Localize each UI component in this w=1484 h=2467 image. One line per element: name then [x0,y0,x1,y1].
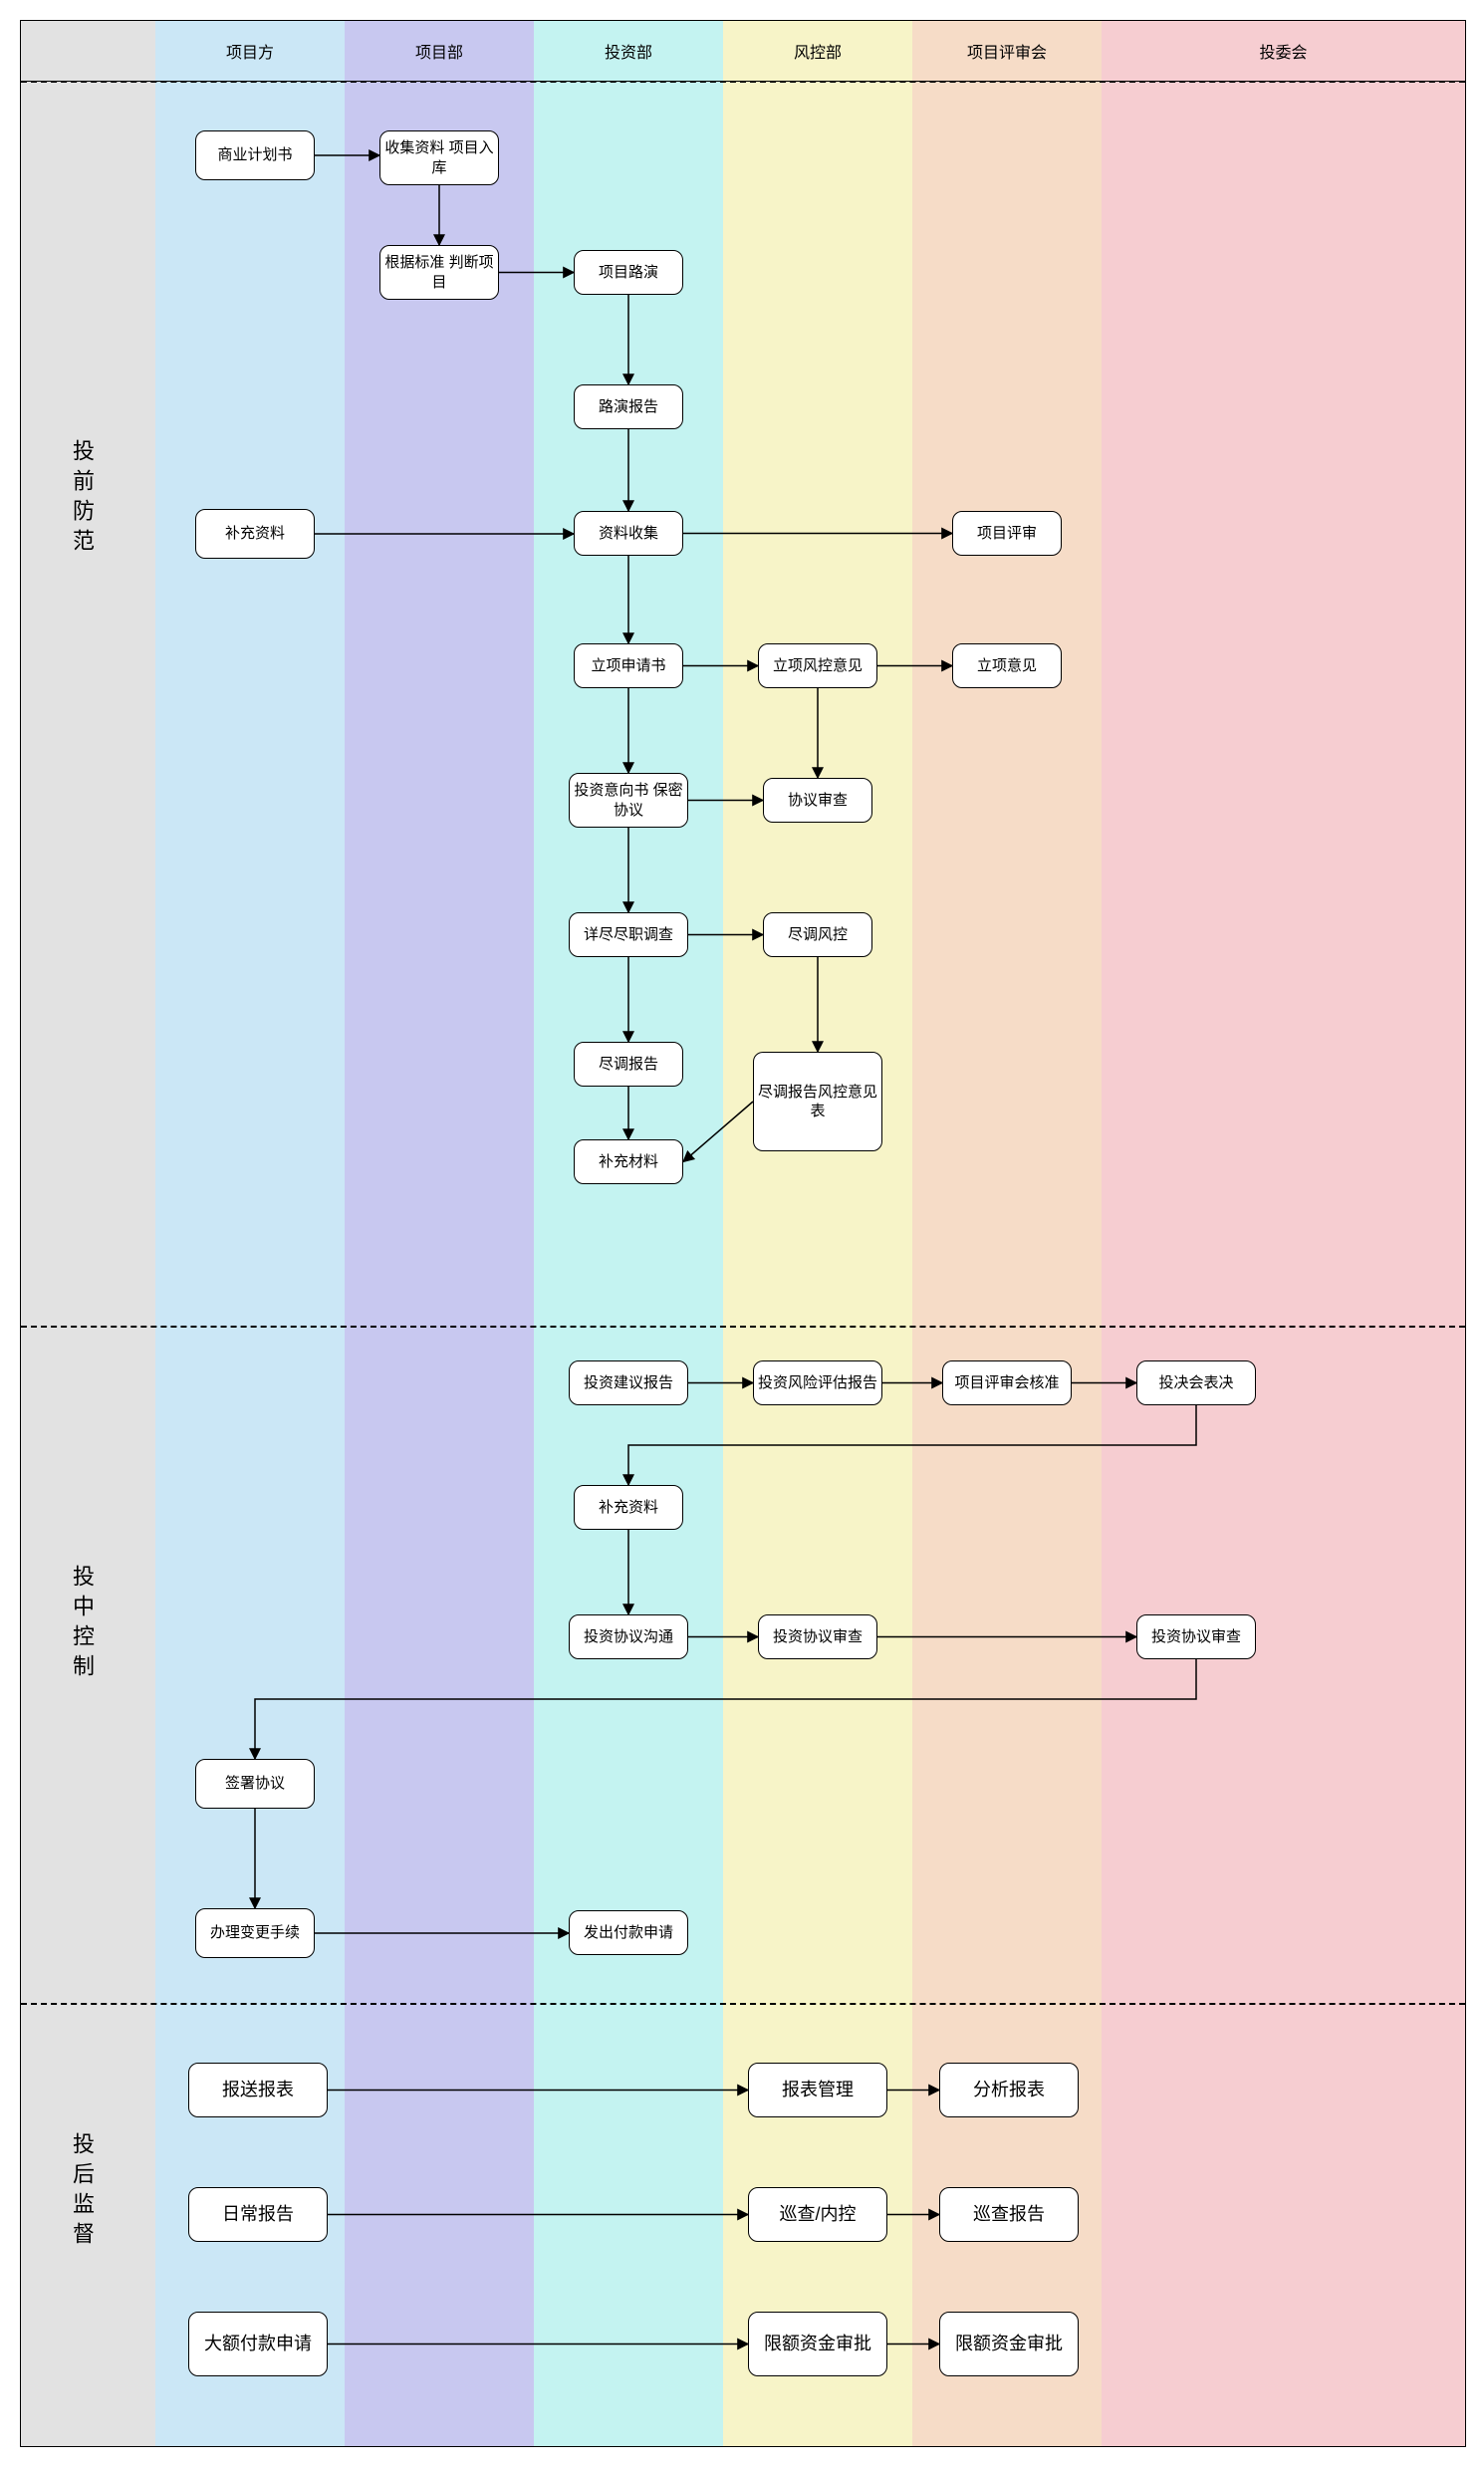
node-n33: 日常报告 [188,2187,328,2242]
node-n19: 投资建议报告 [569,1360,688,1405]
node-n28: 办理变更手续 [195,1908,315,1958]
node-n15: 尽调风控 [763,912,872,957]
node-n22: 投决会表决 [1136,1360,1256,1405]
edge-n17-n18 [683,1102,753,1162]
node-n34: 巡查/内控 [748,2187,887,2242]
node-n23: 补充资料 [574,1485,683,1530]
node-n1: 商业计划书 [195,130,315,180]
node-n31: 报表管理 [748,2063,887,2117]
node-n12: 投资意向书 保密协议 [569,773,688,828]
node-n21: 项目评审会核准 [942,1360,1072,1405]
node-n6: 补充资料 [195,509,315,559]
node-n11: 立项意见 [952,643,1062,688]
node-n18: 补充材料 [574,1139,683,1184]
edge-n26-n27 [255,1659,1196,1759]
node-n37: 限额资金审批 [748,2312,887,2376]
node-n3: 根据标准 判断项目 [379,245,499,300]
node-n20: 投资风险评估报告 [753,1360,882,1405]
node-n7: 资料收集 [574,511,683,556]
edge-n22-n23 [628,1405,1196,1485]
node-n4: 项目路演 [574,250,683,295]
node-n2: 收集资料 项目入库 [379,130,499,185]
node-n8: 项目评审 [952,511,1062,556]
node-n32: 分析报表 [939,2063,1079,2117]
node-n17: 尽调报告风控意见表 [753,1052,882,1151]
node-n27: 签署协议 [195,1759,315,1809]
node-n35: 巡查报告 [939,2187,1079,2242]
node-n14: 详尽尽职调查 [569,912,688,957]
node-n24: 投资协议沟通 [569,1614,688,1659]
node-n36: 大额付款申请 [188,2312,328,2376]
node-n29: 发出付款申请 [569,1910,688,1955]
node-n25: 投资协议审查 [758,1614,877,1659]
node-n9: 立项申请书 [574,643,683,688]
node-n38: 限额资金审批 [939,2312,1079,2376]
node-n30: 报送报表 [188,2063,328,2117]
swimlane-diagram: 项目方项目部投资部风控部项目评审会投委会投前防范投中控制投后监督商业计划书收集资… [20,20,1466,2447]
node-n16: 尽调报告 [574,1042,683,1087]
node-n26: 投资协议审查 [1136,1614,1256,1659]
node-n13: 协议审查 [763,778,872,823]
node-n5: 路演报告 [574,384,683,429]
node-n10: 立项风控意见 [758,643,877,688]
